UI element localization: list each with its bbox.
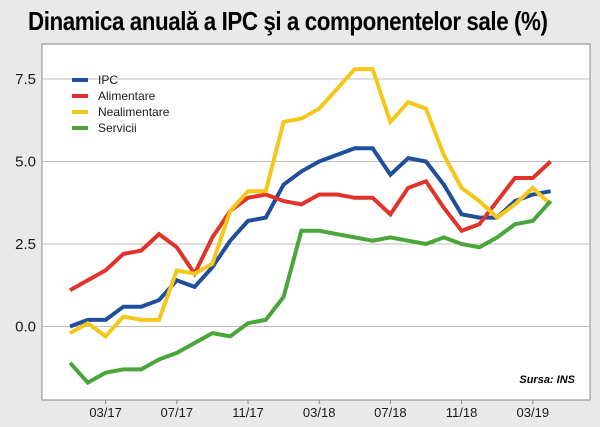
- plot-area: [41, 43, 591, 401]
- y-tick-label: 7.5: [15, 71, 36, 88]
- legend-label-servicii: Servicii: [98, 121, 137, 135]
- series-line-ipc: [69, 146, 551, 329]
- x-tick-label: 07/18: [374, 405, 407, 420]
- series-line-nealimentare: [69, 67, 552, 340]
- chart-title: Dinamica anuală a IPC şi a componentelor…: [28, 6, 548, 36]
- x-tick-label: 07/17: [161, 405, 194, 420]
- legend-label-ipc: IPC: [98, 73, 118, 87]
- source-note: Sursa: INS: [519, 374, 575, 386]
- y-tick-label: 2.5: [15, 236, 36, 253]
- x-tick-label: 03/19: [517, 405, 550, 420]
- legend-label-alimentare: Alimentare: [98, 89, 156, 103]
- x-tick-label: 03/17: [89, 405, 122, 420]
- y-tick-label: 0.0: [15, 319, 36, 336]
- legend-label-nealimentare: Nealimentare: [98, 105, 170, 119]
- x-tick-label: 03/18: [303, 405, 336, 420]
- y-tick-label: 5.0: [15, 154, 36, 171]
- series-line-servicii: [68, 199, 553, 386]
- x-tick-label: 11/18: [446, 405, 478, 420]
- series-line-alimentare: [69, 160, 552, 292]
- x-tick-label: 11/17: [232, 405, 264, 420]
